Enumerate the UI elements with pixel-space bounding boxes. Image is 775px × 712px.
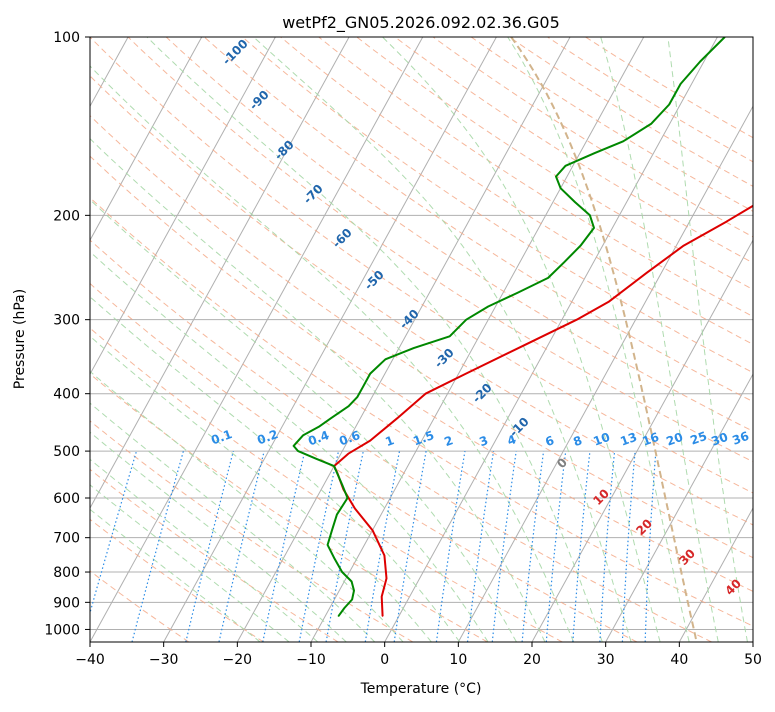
series-point	[334, 558, 335, 559]
y-tick-label: 200	[53, 208, 80, 224]
series-point	[580, 245, 581, 246]
series-point	[425, 393, 426, 394]
series-point	[381, 596, 382, 597]
series-point	[466, 319, 467, 320]
series-point	[293, 445, 294, 446]
x-tick-label: 10	[449, 652, 467, 668]
series-point	[608, 301, 609, 302]
series-point	[397, 418, 398, 419]
series-point	[342, 571, 343, 572]
series-point	[362, 387, 363, 388]
series-point	[353, 590, 354, 591]
series-point	[338, 616, 339, 617]
x-axis-label: Temperature (°C)	[360, 681, 482, 697]
series-point	[593, 227, 594, 228]
series-point	[327, 544, 328, 545]
series-point	[331, 530, 332, 531]
series-point	[382, 616, 383, 617]
series-point	[594, 153, 595, 154]
series-point	[348, 406, 349, 407]
series-point	[386, 578, 387, 579]
series-point	[683, 245, 684, 246]
y-tick-label: 400	[53, 387, 80, 403]
series-point	[385, 359, 386, 360]
series-point	[560, 188, 561, 189]
series-point	[298, 451, 299, 452]
series-point	[315, 458, 316, 459]
y-tick-label: 800	[53, 565, 80, 581]
x-tick-label: −20	[223, 652, 253, 668]
series-point	[303, 435, 304, 436]
series-point	[336, 514, 337, 515]
series-point	[352, 599, 353, 600]
series-point	[488, 306, 489, 307]
series-point	[669, 104, 670, 105]
y-tick-label: 300	[53, 313, 80, 329]
series-point	[330, 418, 331, 419]
series-point	[342, 484, 343, 485]
series-point	[372, 530, 373, 531]
series-point	[564, 262, 565, 263]
x-tick-label: 20	[523, 652, 541, 668]
chart-title: wetPf2_GN05.2026.092.02.36.G05	[282, 13, 560, 33]
series-point	[548, 277, 549, 278]
series-point	[576, 319, 577, 320]
series-point	[413, 348, 414, 349]
series-point	[646, 272, 647, 273]
series-point	[370, 440, 371, 441]
y-tick-label: 100	[53, 30, 80, 46]
series-point	[651, 123, 652, 124]
x-tick-label: 40	[670, 652, 688, 668]
series-point	[354, 508, 355, 509]
series-point	[526, 344, 527, 345]
series-point	[700, 61, 701, 62]
series-point	[465, 373, 466, 374]
series-point	[565, 165, 566, 166]
series-point	[517, 292, 518, 293]
series-point	[357, 396, 358, 397]
y-axis-label: Pressure (hPa)	[12, 289, 28, 389]
x-tick-label: −10	[296, 652, 326, 668]
x-tick-label: 30	[597, 652, 615, 668]
series-point	[680, 83, 681, 84]
series-point	[726, 221, 727, 222]
x-tick-label: −30	[149, 652, 179, 668]
series-point	[449, 336, 450, 337]
series-point	[344, 607, 345, 608]
y-tick-label: 900	[53, 595, 80, 611]
series-point	[348, 453, 349, 454]
y-tick-label: 1000	[44, 622, 80, 638]
y-tick-label: 700	[53, 531, 80, 547]
series-point	[589, 215, 590, 216]
x-tick-label: −40	[75, 652, 105, 668]
series-point	[574, 202, 575, 203]
series-point	[351, 581, 352, 582]
y-tick-label: 500	[53, 444, 80, 460]
series-point	[555, 176, 556, 177]
series-point	[318, 426, 319, 427]
series-point	[623, 141, 624, 142]
series-point	[334, 466, 335, 467]
series-point	[384, 555, 385, 556]
series-point	[370, 373, 371, 374]
y-tick-label: 600	[53, 491, 80, 507]
x-tick-label: 0	[380, 652, 389, 668]
series-point	[347, 497, 348, 498]
x-tick-label: 50	[744, 652, 762, 668]
